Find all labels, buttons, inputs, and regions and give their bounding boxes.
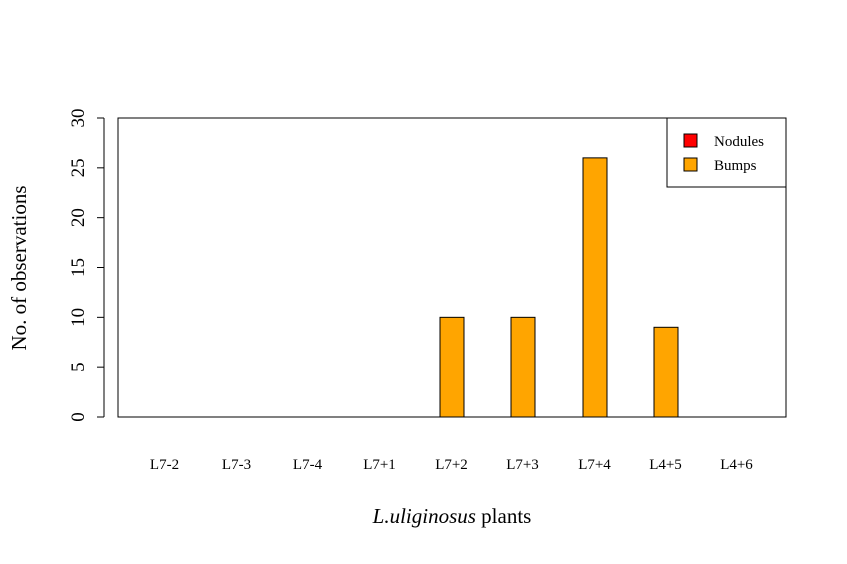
y-tick-label: 20 <box>68 208 89 227</box>
x-tick-label: L7+4 <box>578 457 611 473</box>
x-axis-title-italic: L.uliginosus <box>372 504 476 528</box>
legend-label-nodules: Nodules <box>714 134 764 150</box>
x-tick-label: L7-2 <box>150 457 179 473</box>
bars-group <box>439 157 679 418</box>
bar-bumps-L7+4 <box>582 157 608 418</box>
x-axis-title-rest: plants <box>476 504 531 528</box>
x-axis-title: L.uliginosus plants <box>372 504 532 528</box>
y-tick-label: 5 <box>68 362 89 372</box>
x-axis-labels: L7-2 L7-3 L7-4 L7+1 L7+2 L7+3 L7+4 L4+5 L4+6 <box>150 457 753 473</box>
bar-bumps-L4+5 <box>653 326 679 418</box>
x-tick-label: L4+6 <box>720 457 753 473</box>
y-tick-label: 10 <box>68 308 89 327</box>
y-axis-ticks: 0 5 10 15 20 25 30 <box>68 109 104 422</box>
legend-box <box>666 117 787 188</box>
legend: Nodules Bumps <box>666 117 787 188</box>
x-tick-label: L7+3 <box>506 457 539 473</box>
y-axis-title: No. of observations <box>7 185 31 350</box>
x-tick-label: L7+2 <box>435 457 468 473</box>
bar-bumps-L7+2 <box>439 316 465 418</box>
legend-label-bumps: Bumps <box>714 158 757 174</box>
x-tick-label: L4+5 <box>649 457 682 473</box>
legend-swatch-nodules <box>683 133 698 148</box>
x-tick-label: L7-4 <box>293 457 323 473</box>
bar-bumps-L7+3 <box>510 316 536 418</box>
y-tick-label: 25 <box>68 158 89 177</box>
x-tick-label: L7+1 <box>363 457 396 473</box>
y-tick-label: 30 <box>68 109 89 128</box>
legend-swatch-bumps <box>683 157 698 172</box>
y-tick-label: 15 <box>68 258 89 277</box>
y-tick-label: 0 <box>68 412 89 422</box>
x-tick-label: L7-3 <box>222 457 251 473</box>
